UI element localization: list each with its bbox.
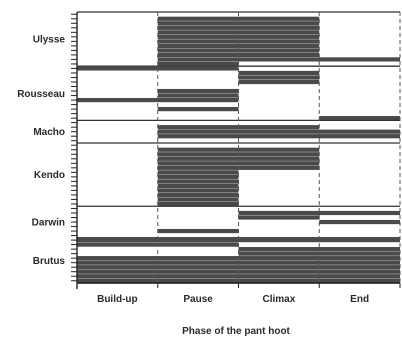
bar-segment bbox=[238, 79, 320, 85]
bar-segment bbox=[157, 188, 239, 193]
bar-segment bbox=[157, 179, 239, 184]
label-macho: Macho bbox=[33, 127, 65, 138]
bar-segment bbox=[238, 247, 400, 252]
label-ulysse: Ulysse bbox=[33, 35, 66, 46]
bar-segment bbox=[157, 43, 320, 48]
phase-label: Climax bbox=[262, 294, 295, 305]
bar-segment bbox=[157, 16, 320, 21]
bar-segment bbox=[77, 260, 400, 265]
bar-segment bbox=[238, 75, 320, 80]
bar-segment bbox=[157, 156, 320, 161]
label-darwin: Darwin bbox=[32, 218, 65, 229]
bar-segment bbox=[157, 174, 239, 179]
phase-label: End bbox=[350, 294, 369, 305]
phase-label: Build-up bbox=[97, 294, 138, 305]
bar-segment bbox=[77, 274, 400, 279]
x-axis-title: Phase of the pant hoot bbox=[182, 326, 290, 337]
bar-segment bbox=[157, 88, 239, 94]
bar-segment bbox=[238, 70, 320, 76]
bar-segment bbox=[157, 30, 320, 35]
bar-segment bbox=[157, 228, 239, 234]
bar-segment bbox=[157, 129, 400, 134]
bar-segment bbox=[157, 161, 320, 166]
bar-segment bbox=[238, 210, 400, 216]
plot-area bbox=[71, 11, 401, 289]
bar-segment bbox=[157, 147, 320, 152]
bar-segment bbox=[319, 116, 400, 121]
bar-segment bbox=[77, 237, 400, 243]
bar-segment bbox=[77, 97, 239, 103]
bar-segment bbox=[319, 219, 400, 225]
phase-labels: Build-up Pause Climax End bbox=[97, 294, 369, 305]
bar-segment bbox=[157, 134, 400, 139]
bar-segment bbox=[157, 183, 239, 188]
phase-label: Pause bbox=[183, 294, 213, 305]
label-brutus: Brutus bbox=[33, 256, 66, 267]
label-rousseau: Rousseau bbox=[17, 89, 65, 100]
bar-segment bbox=[157, 61, 239, 67]
bar-segment bbox=[238, 215, 320, 220]
individual-labels: Ulysse Rousseau Macho Kendo Darwin Brutus bbox=[17, 35, 65, 267]
bar-segment bbox=[157, 107, 239, 112]
bar-segment bbox=[157, 197, 239, 202]
bar-segment bbox=[157, 57, 400, 62]
label-kendo: Kendo bbox=[34, 170, 65, 181]
bar-segment bbox=[157, 192, 239, 198]
bar-segment bbox=[157, 170, 239, 175]
bar-segment bbox=[157, 201, 239, 207]
bar-segment bbox=[157, 21, 320, 26]
bar-segment bbox=[157, 93, 239, 98]
